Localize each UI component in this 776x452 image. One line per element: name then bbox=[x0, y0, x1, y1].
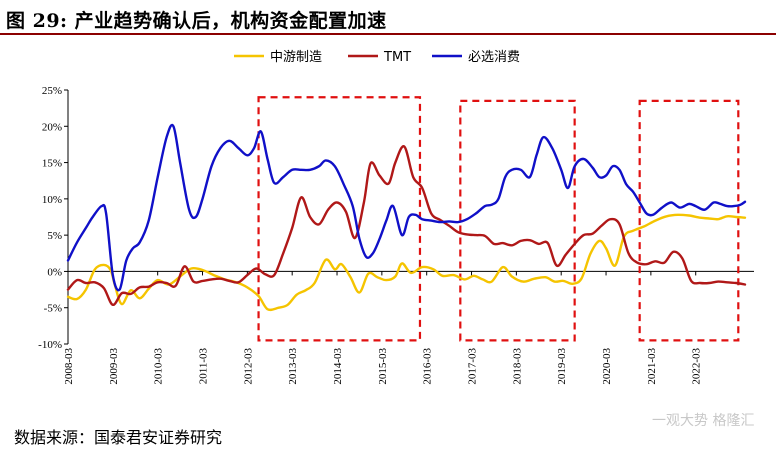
x-tick-label: 2016-03 bbox=[422, 348, 434, 385]
x-tick-label: 2013-03 bbox=[287, 348, 299, 385]
x-tick-label: 2011-03 bbox=[198, 348, 210, 385]
highlight-box bbox=[257, 96, 422, 342]
legend-label: TMT bbox=[383, 50, 411, 65]
title-rule bbox=[0, 33, 776, 35]
y-tick-label: 25% bbox=[42, 85, 62, 97]
x-tick-label: 2010-03 bbox=[153, 348, 165, 385]
legend-label: 必选消费 bbox=[468, 50, 520, 65]
x-tick-label: 2018-03 bbox=[511, 348, 523, 385]
series-lines bbox=[66, 123, 747, 312]
x-tick-label: 2008-03 bbox=[63, 348, 75, 385]
y-tick-label: -5% bbox=[44, 303, 62, 315]
x-tick-label: 2017-03 bbox=[467, 348, 479, 385]
x-tick-label: 2019-03 bbox=[556, 348, 568, 385]
series-line-tmt bbox=[66, 145, 747, 306]
chart-title: 图 29: 产业趋势确认后，机构资金配置加速 bbox=[6, 10, 387, 32]
y-tick-label: 10% bbox=[42, 194, 62, 206]
y-tick-label: -10% bbox=[38, 339, 62, 351]
x-tick-label: 2012-03 bbox=[242, 348, 254, 385]
data-source: 数据来源：国泰君安证券研究 bbox=[14, 428, 223, 447]
x-tick-label: 2020-03 bbox=[601, 348, 613, 385]
highlight-boxes bbox=[257, 96, 740, 342]
highlight-box bbox=[459, 99, 576, 342]
x-tick-label: 2014-03 bbox=[332, 348, 344, 385]
highlight-box bbox=[638, 99, 740, 342]
x-tick-label: 2022-03 bbox=[691, 348, 703, 385]
y-tick-label: 0% bbox=[47, 266, 62, 278]
x-tick-label: 2021-03 bbox=[646, 348, 658, 385]
x-tick-label: 2009-03 bbox=[108, 348, 120, 385]
legend-label: 中游制造 bbox=[270, 50, 322, 65]
series-line-midstream bbox=[66, 213, 747, 312]
watermark: 一观大势 格隆汇 bbox=[652, 413, 755, 429]
y-tick-label: 15% bbox=[42, 158, 62, 170]
series-line-consumer bbox=[66, 123, 747, 292]
chart-axes: 25% 20% 15% 10% 5% 0% -5% -10%2008-03 2009-03 201… bbox=[38, 85, 754, 385]
x-tick-label: 2015-03 bbox=[377, 348, 389, 385]
y-tick-label: 5% bbox=[47, 230, 62, 242]
chart-legend: 中游制造 TMT 必选消费 bbox=[234, 50, 520, 65]
y-tick-label: 20% bbox=[42, 121, 62, 133]
line-chart: 中游制造 TMT 必选消费 25% 20% 15% 10% 5% 0% -5% -10%2008-… bbox=[38, 50, 754, 385]
